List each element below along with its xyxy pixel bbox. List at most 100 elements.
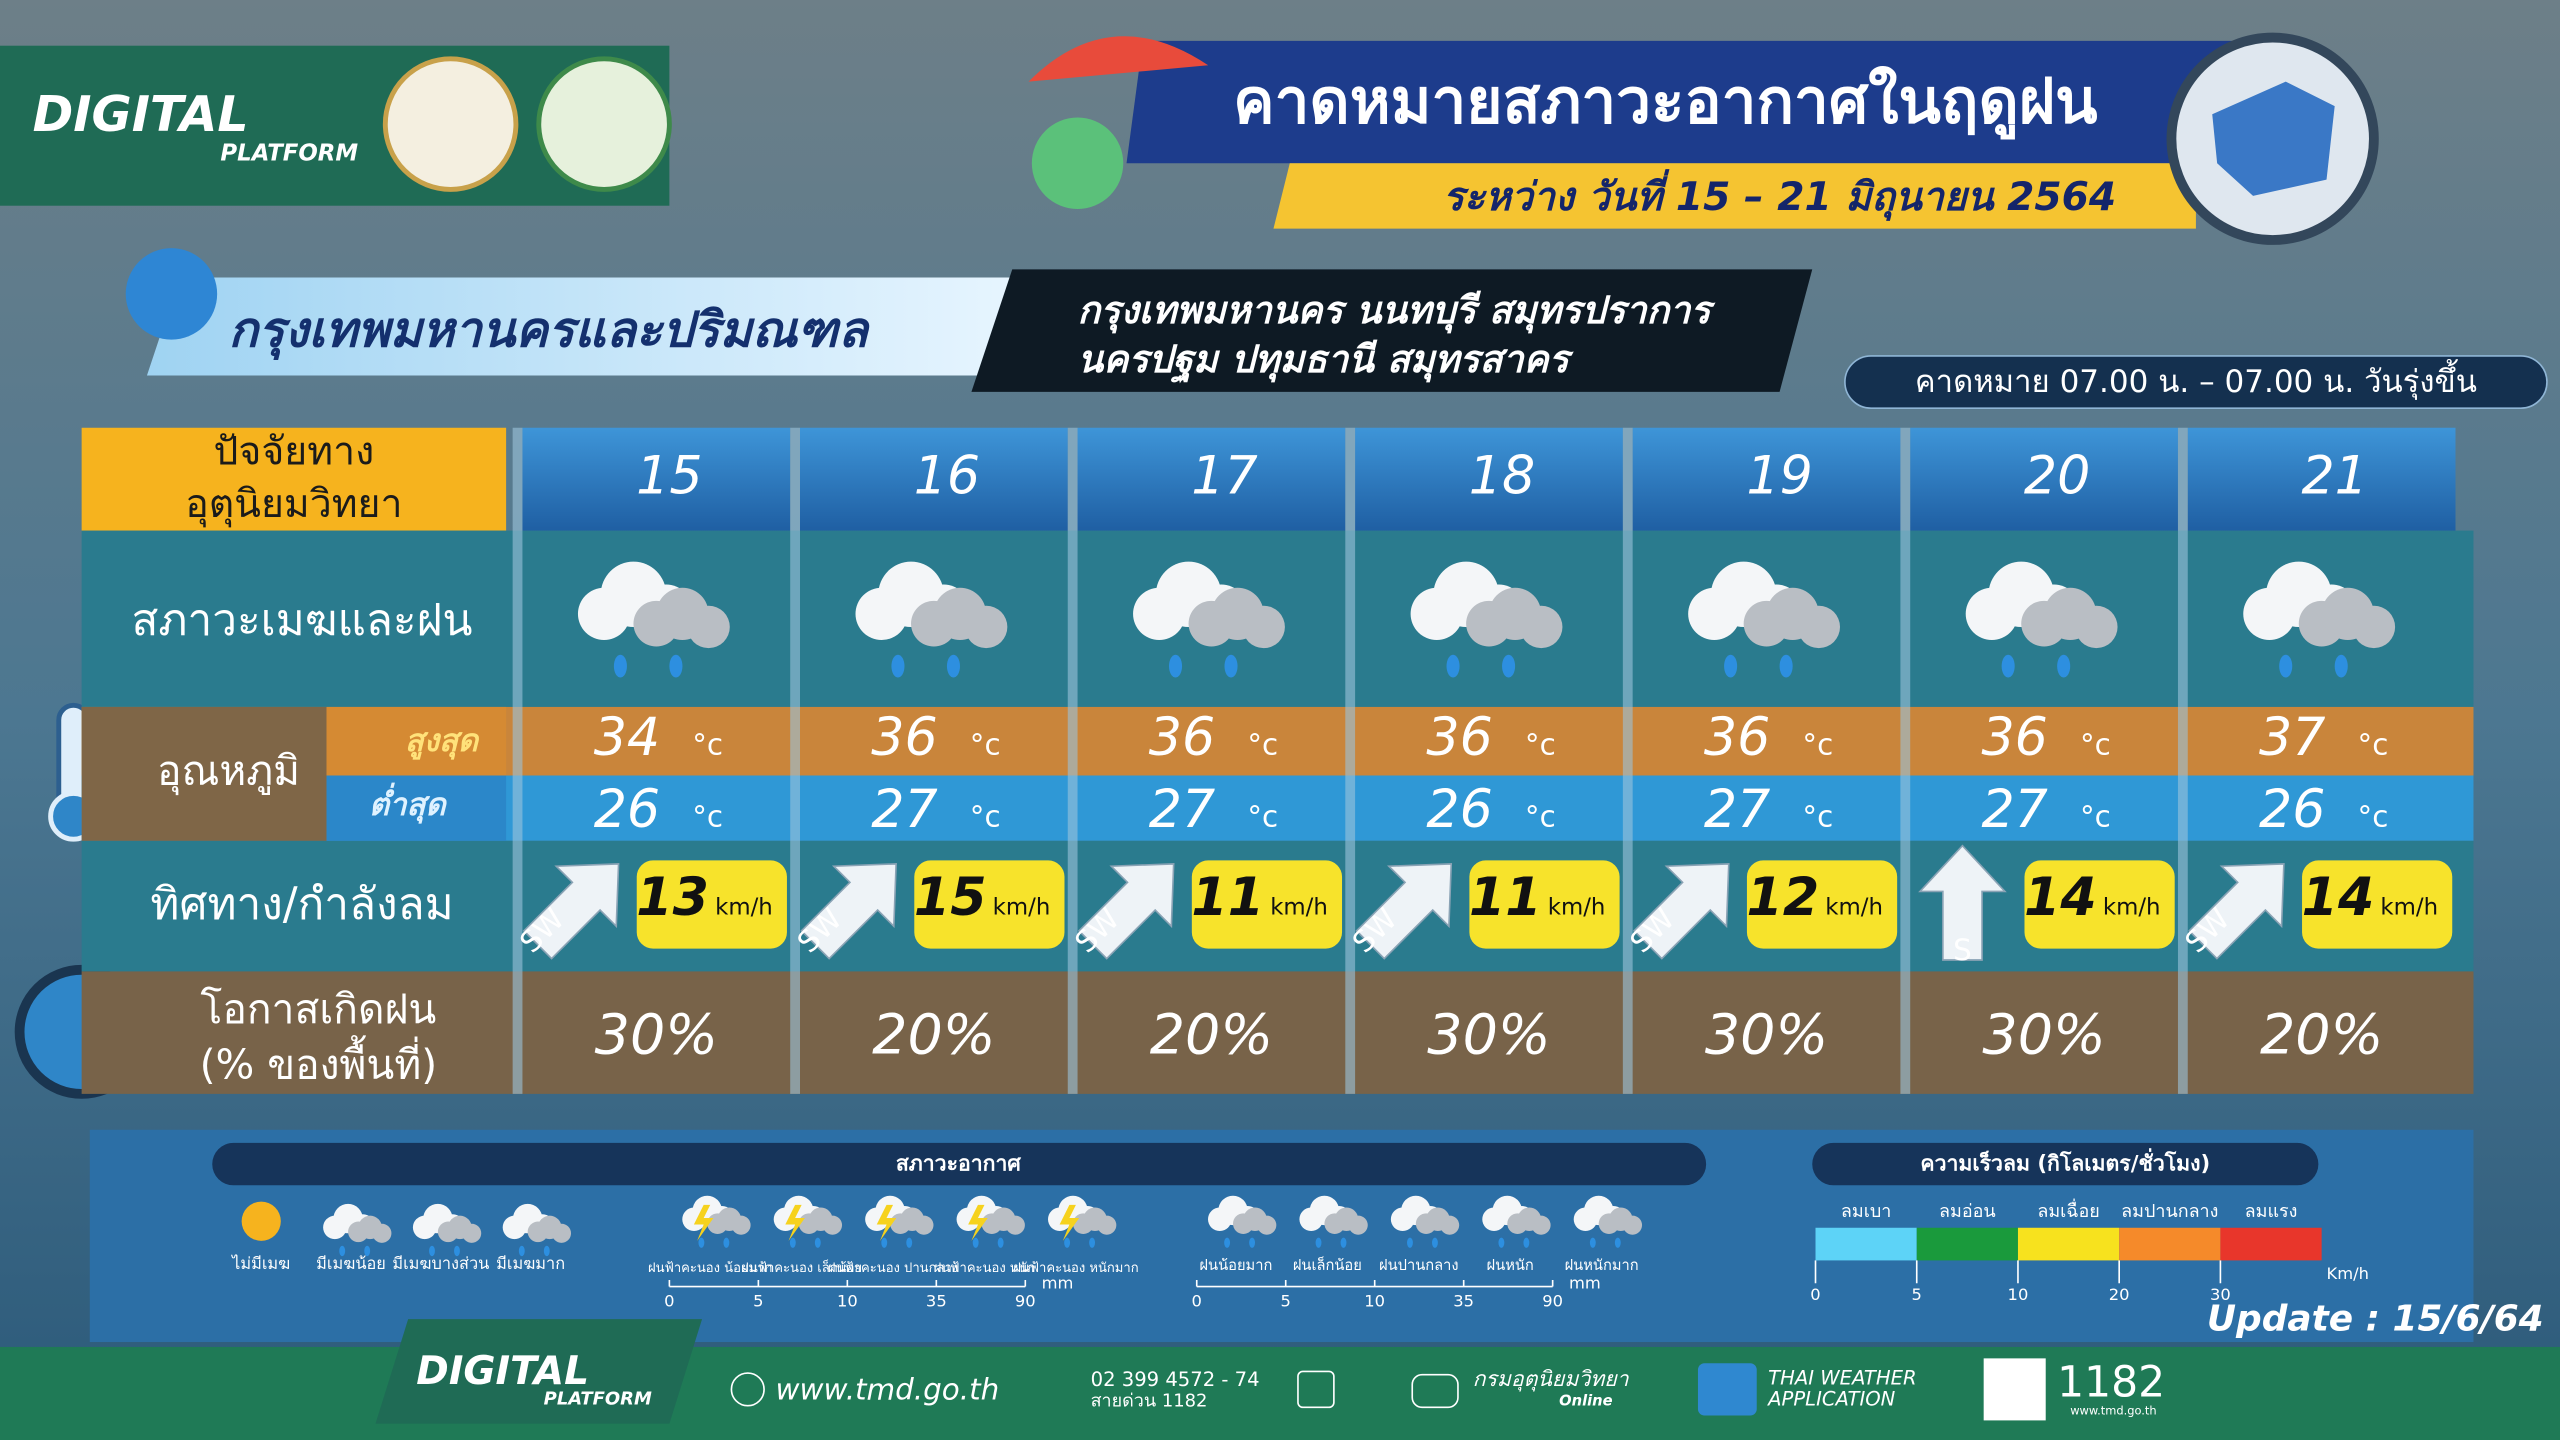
raindrop	[1502, 654, 1516, 678]
cloud	[1242, 605, 1285, 649]
scale-label: 5	[1281, 1292, 1291, 1311]
cloud	[2352, 605, 2396, 649]
day: 20	[2024, 447, 2090, 507]
title-banner	[1126, 40, 2237, 164]
period: คาดหมาย 07.00 น. – 07.00 น. วันรุ่งขึ้น	[1915, 359, 2477, 401]
wind-speed: 13	[636, 868, 709, 928]
hotline: สายด่วน 1182	[1091, 1390, 1208, 1411]
app-name: APPLICATION	[1766, 1388, 1895, 1411]
cloud	[1520, 605, 1563, 649]
raindrop	[1432, 1237, 1438, 1248]
qr-number: 1182	[2057, 1358, 2165, 1407]
raindrop	[339, 1245, 346, 1257]
row-label: ทิศทาง/กำลังลม	[150, 879, 453, 930]
day-header	[1632, 427, 1901, 531]
min-temp: 26	[594, 780, 660, 840]
speed-badge	[914, 860, 1065, 949]
lightning	[785, 1204, 805, 1241]
min-temp: 27	[1981, 780, 2047, 840]
scale-label: 30	[2210, 1285, 2231, 1304]
legend-label: ฝนหนัก	[1487, 1257, 1534, 1274]
arrow	[1077, 863, 1175, 960]
cloud	[731, 1215, 751, 1235]
qr	[1983, 1358, 2046, 1421]
max-temp: 34	[594, 708, 660, 768]
footer	[0, 1346, 2560, 1440]
legend-label: ฝนหนักมาก	[1565, 1257, 1639, 1274]
speed-badge	[2024, 860, 2175, 949]
raindrop	[2001, 654, 2015, 678]
temp-unit: °c	[2358, 799, 2389, 833]
speed-badge	[2302, 860, 2453, 949]
wind-dir: S	[1953, 933, 1972, 967]
row-label: โอกาสเกิดฝน	[200, 985, 436, 1033]
day: 19	[1746, 447, 1812, 507]
scale-label: 10	[837, 1292, 858, 1311]
temp-unit: °c	[1525, 727, 1556, 761]
max-temp: 37	[2259, 708, 2325, 768]
raindrop	[1498, 1237, 1505, 1248]
row-band	[81, 971, 2474, 1094]
wind-level	[1815, 1227, 1917, 1261]
raindrop	[1589, 1237, 1596, 1248]
row-label: สภาวะเมฆและฝน	[132, 595, 473, 646]
scale-label: 90	[1542, 1292, 1563, 1311]
logo	[382, 56, 519, 192]
wind-unit: km/h	[1825, 895, 1883, 921]
raindrop	[881, 1237, 888, 1248]
scale-label: 5	[1912, 1285, 1922, 1304]
logo	[536, 56, 672, 192]
raindrop	[1315, 1237, 1322, 1248]
cloud	[1257, 1215, 1277, 1235]
scale-label: 0	[1192, 1292, 1202, 1311]
cloud	[914, 1215, 934, 1235]
scale-unit: mm	[1569, 1274, 1601, 1293]
rain-chance: 20%	[2260, 1003, 2383, 1068]
cloud	[1531, 1215, 1551, 1235]
speed-badge	[636, 860, 787, 949]
subtitle-banner	[1273, 163, 2196, 229]
raindrop	[1724, 654, 1738, 678]
day: 21	[2301, 447, 2367, 507]
raindrop	[613, 654, 627, 678]
legend-label: ฝนฟ้าคะนอง หนักมาก	[1013, 1261, 1138, 1276]
day-header	[522, 427, 791, 531]
lightning	[693, 1204, 714, 1241]
map	[2212, 81, 2335, 196]
raindrop	[906, 1237, 913, 1248]
wind-level	[1916, 1227, 2018, 1261]
wind-unit: km/h	[993, 895, 1051, 921]
arrow	[1632, 863, 1730, 960]
corner-cell	[81, 427, 507, 531]
cloud	[1440, 1215, 1460, 1235]
raindrop	[364, 1245, 371, 1257]
day: 15	[636, 447, 702, 507]
min-label-cell	[326, 775, 507, 841]
day: 18	[1469, 447, 1535, 507]
cloud	[1797, 605, 1840, 649]
province-line: กรุงเทพมหานคร นนทบุรี สมุทรปราการ	[1078, 288, 1717, 334]
day-header	[2187, 427, 2456, 531]
raindrop	[543, 1245, 550, 1257]
rain-chance: 20%	[1150, 1003, 1273, 1068]
rain-chance: 30%	[595, 1003, 718, 1068]
pin	[125, 248, 218, 340]
globe-icon	[730, 1372, 765, 1407]
legend-label: ฝนเล็กน้อย	[1293, 1255, 1362, 1274]
arrow	[2188, 863, 2285, 960]
corner-label: อุตุนิยมวิทยา	[185, 482, 402, 528]
raindrop	[2279, 654, 2293, 678]
temp-unit: °c	[1525, 799, 1556, 833]
day: 17	[1191, 447, 1257, 507]
mascot	[1031, 117, 1124, 209]
raindrop	[429, 1245, 435, 1257]
temp-unit: °c	[970, 799, 1001, 833]
temp-unit: °c	[692, 799, 723, 833]
wind-arrow	[800, 863, 897, 960]
wind-level	[2119, 1227, 2221, 1261]
wind-speed: 15	[914, 868, 987, 928]
min-temp: 26	[1426, 780, 1492, 840]
max-label-cell	[326, 706, 507, 776]
scale-unit: mm	[1042, 1274, 1074, 1293]
